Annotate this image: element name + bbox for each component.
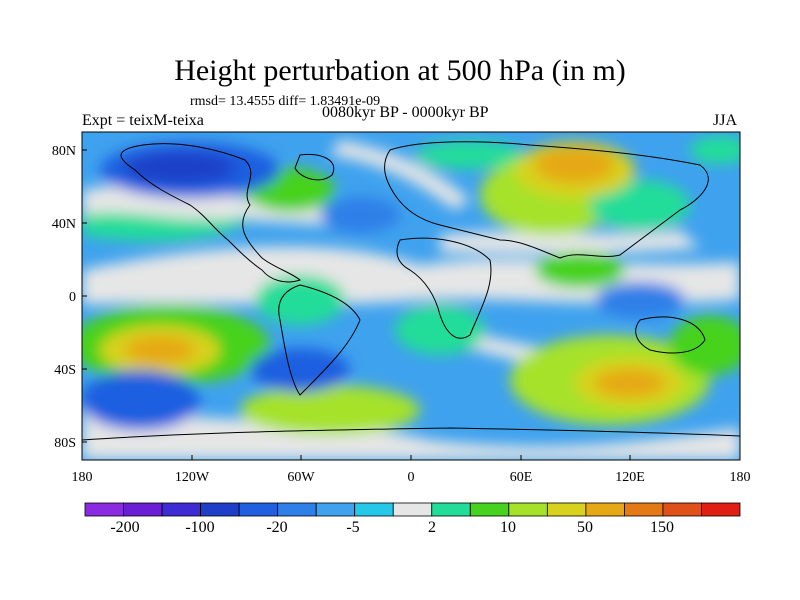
colorbar-swatch [123,502,163,517]
coastlines [82,141,740,441]
colorbar-swatch [315,502,356,517]
colorbar-label: 50 [577,519,593,536]
colorbar-swatch [508,502,548,517]
colorbar-swatch [662,502,702,517]
colorbar-swatch [354,502,394,517]
stats-text: rmsd= 13.4555 diff= 1.83491e-09 [190,94,381,109]
colorbar-swatch [84,502,124,517]
period-label: 0080kyr BP - 0000kyr BP [322,104,489,121]
lon-tick-marks [81,455,741,460]
lat-tick-marks [82,149,87,443]
lat-tick-label: 40S [54,363,76,378]
colorbar-label: 2 [428,519,436,536]
colorbar-swatch [624,502,664,517]
experiment-label: Expt = teixM-teixa [82,112,204,129]
season-label: JJA [713,112,738,129]
colorbar-labels: -200 -100 -20 -5 2 10 50 150 [110,519,674,536]
lat-tick-label: 40N [52,217,76,232]
colorbar-label: 150 [650,519,674,536]
contour-field [82,132,740,460]
colorbar-swatch [392,502,433,517]
lon-tick-label: 180 [72,470,93,485]
colorbar-swatch [431,502,471,517]
colorbar-swatch [200,502,240,517]
colorbar-swatch [161,502,201,517]
colorbar-swatch [546,502,587,517]
lon-tick-label: 60W [287,470,315,485]
lon-tick-label: 120W [175,470,210,485]
lat-tick-label: 80N [52,144,76,159]
colorbar-swatch [238,502,279,517]
colorbar-label: -100 [185,519,214,536]
lon-tick-label: 180 [730,470,751,485]
colorbar-swatch [701,502,741,517]
colorbar-swatch [277,502,317,517]
colorbar-swatch [585,502,625,517]
plot-title: Height perturbation at 500 hPa (in m) [174,54,626,87]
colorbar-label: -200 [110,519,139,536]
lon-tick-label: 120E [615,470,645,485]
lon-tick-label: 60E [510,470,533,485]
colorbar [84,502,741,517]
colorbar-label: -5 [346,519,359,536]
colorbar-label: 10 [500,519,516,536]
colorbar-label: -20 [266,519,287,536]
lat-tick-label: 0 [69,290,76,305]
lon-tick-label: 0 [408,470,415,485]
colorbar-swatch [469,502,510,517]
lat-tick-label: 80S [54,436,76,451]
